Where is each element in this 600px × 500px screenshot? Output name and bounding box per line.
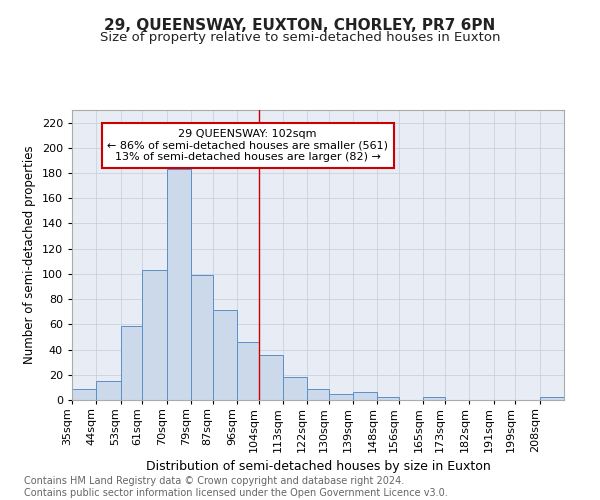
Bar bbox=[142, 270, 167, 400]
Bar bbox=[539, 398, 564, 400]
Bar bbox=[329, 394, 353, 400]
Bar bbox=[259, 354, 283, 400]
Bar bbox=[121, 326, 142, 400]
Bar bbox=[191, 275, 212, 400]
Bar bbox=[377, 398, 399, 400]
Y-axis label: Number of semi-detached properties: Number of semi-detached properties bbox=[23, 146, 36, 364]
Bar bbox=[167, 170, 191, 400]
Text: 29, QUEENSWAY, EUXTON, CHORLEY, PR7 6PN: 29, QUEENSWAY, EUXTON, CHORLEY, PR7 6PN bbox=[104, 18, 496, 32]
Bar bbox=[212, 310, 237, 400]
Bar bbox=[353, 392, 377, 400]
Bar bbox=[424, 398, 445, 400]
Bar bbox=[237, 342, 259, 400]
Bar bbox=[307, 388, 329, 400]
Text: Size of property relative to semi-detached houses in Euxton: Size of property relative to semi-detach… bbox=[100, 31, 500, 44]
Text: Contains HM Land Registry data © Crown copyright and database right 2024.
Contai: Contains HM Land Registry data © Crown c… bbox=[24, 476, 448, 498]
Bar bbox=[72, 388, 97, 400]
X-axis label: Distribution of semi-detached houses by size in Euxton: Distribution of semi-detached houses by … bbox=[146, 460, 490, 473]
Text: 29 QUEENSWAY: 102sqm
← 86% of semi-detached houses are smaller (561)
13% of semi: 29 QUEENSWAY: 102sqm ← 86% of semi-detac… bbox=[107, 129, 388, 162]
Bar bbox=[97, 381, 121, 400]
Bar bbox=[283, 378, 307, 400]
